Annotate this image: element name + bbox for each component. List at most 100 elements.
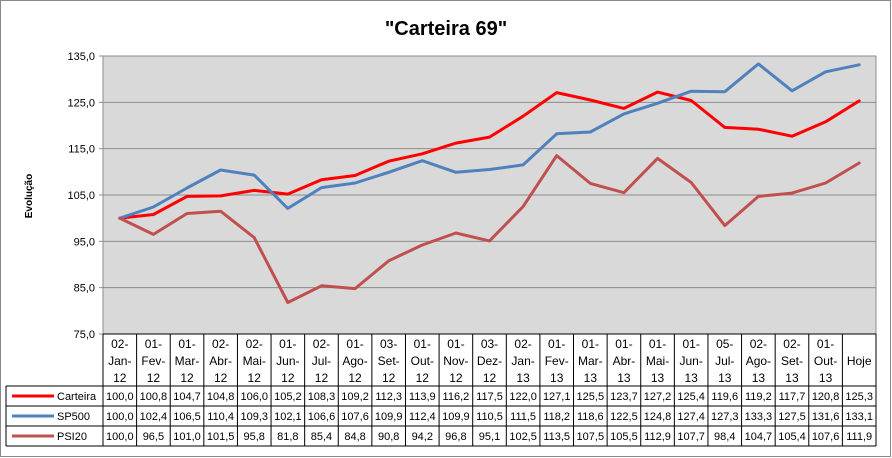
category-label: 01- Mai- 13 (646, 337, 669, 385)
data-cell: 109,9 (375, 411, 403, 423)
category-label-line: 12 (315, 371, 329, 385)
category-label: 05- Jul- 13 (715, 337, 734, 385)
data-cell: 118,2 (543, 411, 570, 423)
data-cell: 127,3 (711, 411, 739, 423)
category-label-line: 01- (447, 337, 464, 351)
data-cell: 127,2 (644, 391, 672, 403)
category-label-line: 13 (617, 371, 631, 385)
data-cell: 110,5 (476, 411, 503, 423)
data-cell: 116,2 (443, 391, 470, 403)
data-cell: 120,8 (812, 391, 840, 403)
data-cell: 101,5 (207, 431, 235, 443)
data-cell: 95,1 (479, 431, 500, 443)
category-label: 01- Out- 13 (814, 337, 837, 385)
category-label-line: 03- (380, 337, 397, 351)
category-label-line: 02- (514, 337, 531, 351)
category-label-line: Hoje (847, 354, 872, 368)
legend-label-carteira: Carteira (57, 391, 97, 403)
data-cell: 109,9 (442, 411, 470, 423)
category-label: 01- Nov- 12 (443, 337, 468, 385)
category-label: 01- Fev- 12 (141, 337, 165, 385)
data-cell: 105,5 (610, 431, 638, 443)
category-label-line: 01- (145, 337, 162, 351)
data-cell: 117,5 (476, 391, 503, 403)
chart-title: "Carteira 69" (385, 18, 507, 40)
data-cell: 104,7 (173, 391, 201, 403)
category-label: 01- Out- 12 (411, 337, 434, 385)
data-cell: 94,2 (412, 431, 433, 443)
category-label-line: 12 (449, 371, 463, 385)
data-cell: 112,4 (409, 411, 436, 423)
y-tick-label: 75,0 (74, 329, 95, 341)
category-label-line: 13 (550, 371, 564, 385)
data-cell: 102,1 (274, 411, 302, 423)
category-label-line: Set- (378, 354, 400, 368)
data-cell: 105,4 (778, 431, 806, 443)
category-label-line: Jul- (312, 354, 331, 368)
category-label-line: 12 (416, 371, 430, 385)
category-label-line: Out- (411, 354, 434, 368)
category-label-line: Fev- (141, 354, 165, 368)
data-cell: 109,3 (240, 411, 268, 423)
data-cell: 125,3 (845, 391, 873, 403)
category-label: 01- Fev- 13 (545, 337, 569, 385)
category-label-line: 13 (684, 371, 698, 385)
data-cell: 119,2 (745, 391, 772, 403)
category-label-line: 12 (147, 371, 161, 385)
data-cell: 106,0 (240, 391, 268, 403)
category-label-line: 01- (279, 337, 296, 351)
category-label-line: 12 (382, 371, 396, 385)
category-label: 01- Abr- 13 (613, 337, 636, 385)
data-cell: 127,4 (677, 411, 705, 423)
data-cell: 119,6 (711, 391, 738, 403)
category-label-line: 02- (212, 337, 229, 351)
category-label-line: Set- (781, 354, 803, 368)
category-label-line: 12 (248, 371, 262, 385)
data-cell: 124,8 (644, 411, 672, 423)
data-cell: 108,3 (308, 391, 336, 403)
data-cell: 105,2 (274, 391, 302, 403)
category-label-line: 13 (516, 371, 530, 385)
data-cell: 100,0 (106, 431, 134, 443)
category-label-line: 01- (682, 337, 699, 351)
category-label-line: 02- (313, 337, 330, 351)
category-label-line: 01- (414, 337, 431, 351)
data-cell: 102,4 (140, 411, 168, 423)
y-tick-label: 95,0 (74, 236, 95, 248)
data-cell: 100,0 (106, 411, 134, 423)
data-cell: 102,5 (509, 431, 537, 443)
category-label-line: 01- (582, 337, 599, 351)
category-label: 03- Dez- 12 (477, 337, 502, 385)
category-label: 01- Mar- 12 (175, 337, 200, 385)
data-cell: 85,4 (311, 431, 332, 443)
data-cell: 96,8 (445, 431, 466, 443)
category-label-line: 13 (785, 371, 799, 385)
category-label-line: 13 (752, 371, 766, 385)
category-label: 01- Jun- 13 (679, 337, 702, 385)
data-cell: 90,8 (378, 431, 399, 443)
data-cell: 125,5 (577, 391, 605, 403)
category-label-line: 01- (817, 337, 834, 351)
data-cell: 125,4 (677, 391, 705, 403)
y-tick-label: 105,0 (67, 190, 95, 202)
category-label-line: Dez- (477, 354, 502, 368)
category-label: 02- Jul- 12 (312, 337, 331, 385)
category-label: 01- Jun- 12 (276, 337, 299, 385)
category-label-line: Jun- (679, 354, 702, 368)
data-cell: 117,7 (779, 391, 806, 403)
legend-label-psi20: PSI20 (57, 431, 87, 443)
category-label-line: 13 (651, 371, 665, 385)
category-label-line: 01- (346, 337, 363, 351)
category-label-line: 12 (113, 371, 127, 385)
category-label-line: 01- (178, 337, 195, 351)
category-label-line: 02- (111, 337, 128, 351)
data-cell: 96,5 (143, 431, 164, 443)
category-label-line: Ago- (342, 354, 367, 368)
category-label-line: 01- (548, 337, 565, 351)
data-cell: 107,6 (812, 431, 840, 443)
data-cell: 84,8 (344, 431, 365, 443)
category-label-line: 02- (783, 337, 800, 351)
data-cell: 112,3 (375, 391, 402, 403)
y-axis-ticks: 135,0 125,0 115,0 105,0 95,0 85,0 75,0 (67, 51, 95, 341)
